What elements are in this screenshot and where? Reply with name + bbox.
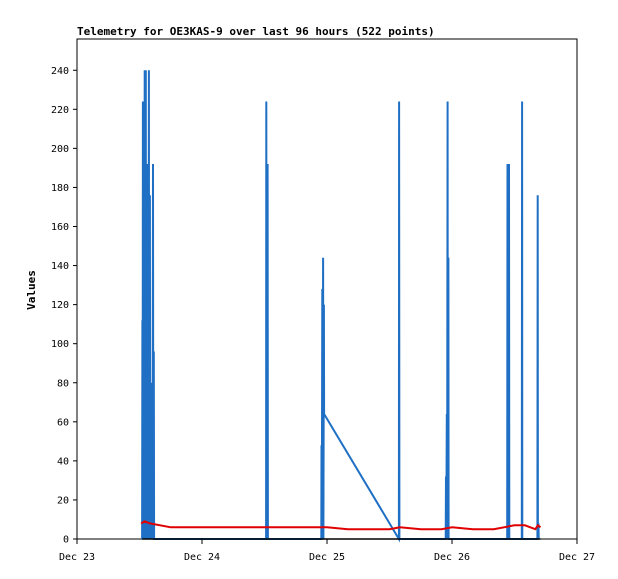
y-tick-label: 200 — [51, 144, 69, 155]
series-line-1 — [141, 70, 540, 543]
y-tick-label: 0 — [63, 535, 69, 546]
y-tick-label: 140 — [51, 261, 69, 272]
y-tick-label: 220 — [51, 105, 69, 116]
x-tick-label: Dec 24 — [184, 552, 220, 563]
series-line-2 — [140, 520, 542, 531]
y-tick-label: 160 — [51, 222, 69, 233]
x-tick-label: Dec 27 — [559, 552, 595, 563]
x-axis-ticks: Dec 23 Dec 24 Dec 25 Dec 26 Dec 27 — [59, 539, 595, 563]
x-tick-label: Dec 23 — [59, 552, 95, 563]
y-tick-label: 20 — [57, 495, 69, 506]
chart-title: Telemetry for OE3KAS-9 over last 96 hour… — [77, 25, 435, 38]
x-tick-label: Dec 26 — [434, 552, 470, 563]
y-tick-label: 180 — [51, 183, 69, 194]
x-tick-label: Dec 25 — [309, 552, 345, 563]
y-tick-label: 80 — [57, 378, 69, 389]
series-layer — [140, 70, 542, 543]
y-axis-label: Values — [25, 270, 38, 310]
y-tick-label: 240 — [51, 66, 69, 77]
y-tick-label: 40 — [57, 456, 69, 467]
y-tick-label: 60 — [57, 417, 69, 428]
plot-frame — [76, 38, 578, 540]
y-tick-label: 120 — [51, 300, 69, 311]
y-axis-ticks: 0 20 40 60 80 100 120 140 160 180 200 220 240 — [51, 66, 77, 546]
y-tick-label: 100 — [51, 339, 69, 350]
